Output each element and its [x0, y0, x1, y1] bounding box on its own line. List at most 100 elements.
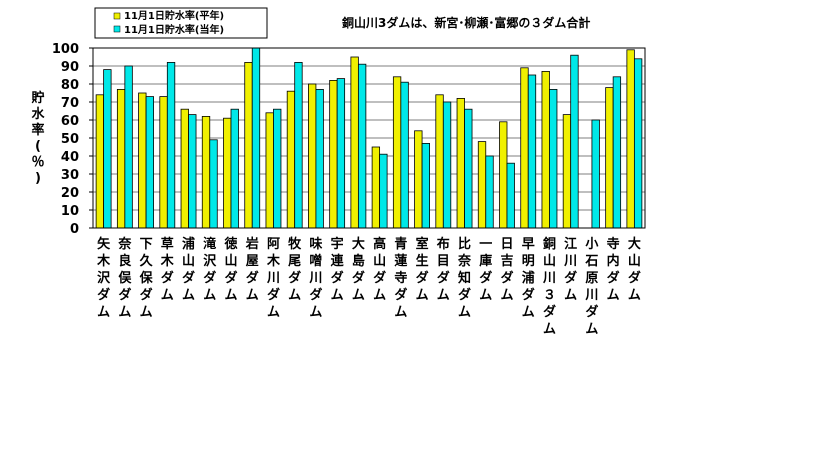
x-tick-label: 奈良俣ダム — [117, 236, 132, 320]
x-tick-label: 寺内ダム — [607, 236, 620, 303]
bar — [392, 76, 402, 229]
bar — [159, 96, 168, 229]
bar — [180, 108, 189, 229]
bar — [95, 94, 105, 229]
legend-label: 11月1日貯水率(平年) — [124, 9, 224, 22]
bar — [570, 54, 579, 229]
bar — [145, 96, 154, 229]
x-tick-label: 大島ダム — [352, 236, 365, 303]
bar — [605, 87, 614, 229]
bar — [379, 153, 388, 229]
y-tick-label: 50 — [61, 132, 79, 147]
x-tick-label: 矢木沢ダム — [96, 236, 111, 320]
bar — [464, 108, 473, 229]
x-tick-label: 草木ダム — [160, 236, 175, 303]
gridlines — [93, 65, 645, 211]
x-tick-label: 徳山ダム — [223, 236, 237, 303]
bar — [626, 49, 635, 229]
bar — [357, 63, 367, 229]
bar — [400, 81, 409, 229]
bar — [251, 47, 261, 229]
x-tick-label: 牧尾ダム — [288, 236, 302, 303]
bar — [116, 89, 126, 229]
bar — [286, 90, 296, 229]
bar — [541, 71, 550, 229]
bar — [591, 119, 600, 229]
bar — [308, 83, 317, 229]
bar — [138, 92, 147, 229]
bar — [201, 116, 211, 229]
bar — [103, 69, 112, 229]
bar — [520, 67, 529, 229]
bar — [442, 101, 452, 229]
bar — [265, 112, 274, 229]
bar — [435, 94, 444, 229]
y-axis-title: 貯水率(％) — [31, 90, 45, 186]
x-tick-label: 浦山ダム — [182, 236, 195, 303]
bar — [244, 62, 253, 229]
x-tick-label: 下久保ダム — [139, 237, 154, 320]
y-tick-label: 70 — [61, 96, 79, 111]
x-tick-label: 大山ダム — [628, 236, 641, 303]
bar — [188, 114, 197, 229]
bar — [506, 162, 515, 229]
y-tick-label: 30 — [61, 168, 79, 183]
bar — [223, 117, 232, 229]
bar — [124, 65, 133, 229]
bar — [329, 80, 338, 229]
y-tick-label: 100 — [52, 42, 79, 57]
legend-swatch — [113, 25, 121, 33]
y-axis-label: 貯水率(％) — [31, 90, 45, 186]
x-tick-label: 小石原川ダム — [584, 237, 598, 337]
bar — [633, 58, 643, 229]
chart-title: 銅山川3ダムは、新宮･柳瀬･富郷の３ダム合計 — [341, 15, 590, 30]
x-axis: 矢木沢ダム奈良俣ダム下久保ダム草木ダム浦山ダム滝沢ダム徳山ダム岩屋ダム阿木川ダム… — [96, 236, 641, 337]
legend: 11月1日貯水率(平年) 11月1日貯水率(当年) — [94, 7, 268, 39]
y-axis: 0 10 20 30 40 50 60 70 80 90 100 — [52, 42, 93, 237]
y-tick-label: 20 — [61, 186, 79, 201]
y-tick-label: 0 — [70, 222, 79, 237]
x-tick-label: 江川ダム — [563, 236, 577, 303]
x-tick-label: 青蓮寺ダム — [394, 236, 407, 320]
bar — [477, 141, 487, 229]
x-tick-label: 日吉ダム — [500, 237, 513, 303]
bar — [294, 62, 303, 229]
x-tick-label: 比奈知ダム — [457, 236, 472, 320]
y-tick-label: 80 — [61, 78, 79, 93]
bar — [371, 146, 381, 229]
x-tick-label: 早明浦ダム — [522, 237, 535, 320]
bar — [230, 108, 239, 229]
x-tick-label: 岩屋ダム — [245, 236, 259, 303]
y-tick-label: 90 — [61, 60, 79, 75]
legend-swatch — [113, 12, 121, 20]
bar — [414, 130, 423, 229]
bar — [166, 62, 176, 229]
bar — [315, 89, 324, 229]
x-tick-label: 阿木川ダム — [266, 237, 281, 320]
bar — [549, 89, 558, 229]
bar — [562, 114, 572, 229]
bars — [95, 47, 643, 229]
bar — [527, 74, 537, 229]
y-tick-label: 10 — [61, 204, 79, 219]
bar — [499, 121, 508, 229]
legend-label: 11月1日貯水率(当年) — [124, 23, 224, 36]
x-tick-label: 滝沢ダム — [203, 236, 217, 303]
y-tick-label: 60 — [61, 114, 79, 129]
bar — [485, 155, 494, 229]
bar — [350, 56, 359, 229]
bar — [336, 78, 346, 229]
x-tick-label: 布目ダム — [437, 236, 450, 303]
x-tick-label: 味噌川ダム — [308, 236, 322, 320]
y-tick-label: 40 — [61, 150, 79, 165]
x-tick-label: 室生ダム — [416, 236, 429, 303]
bar — [612, 76, 622, 229]
x-tick-label: 宇連ダム — [331, 236, 345, 303]
x-tick-label: 銅山川３ダム — [542, 236, 556, 337]
x-tick-label: 高山ダム — [373, 236, 386, 303]
bar — [273, 108, 282, 229]
bar — [209, 139, 218, 229]
bar — [456, 98, 465, 229]
x-tick-label: 一庫ダム — [479, 237, 492, 303]
